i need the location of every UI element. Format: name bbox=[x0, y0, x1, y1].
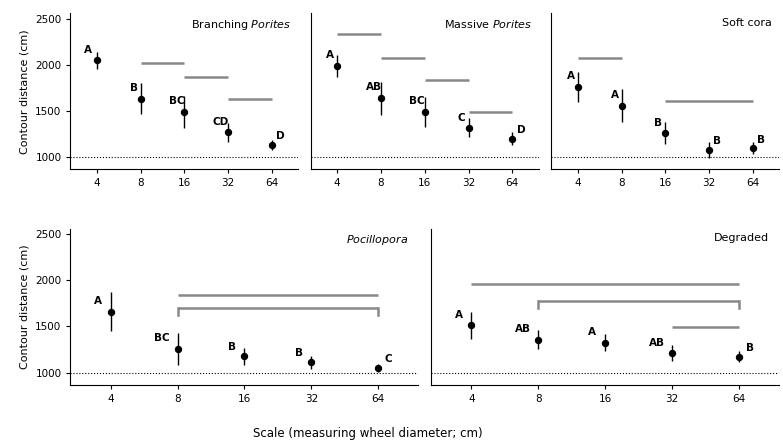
Text: AB: AB bbox=[515, 324, 531, 334]
Text: C: C bbox=[385, 354, 392, 364]
Text: BC: BC bbox=[410, 96, 425, 106]
Text: A: A bbox=[611, 90, 619, 99]
Y-axis label: Contour distance (cm): Contour distance (cm) bbox=[20, 29, 30, 153]
Text: Branching $\it{Porites}$: Branching $\it{Porites}$ bbox=[191, 18, 291, 32]
Text: D: D bbox=[276, 131, 285, 141]
Text: Scale (measuring wheel diameter; cm): Scale (measuring wheel diameter; cm) bbox=[253, 427, 483, 440]
Text: A: A bbox=[567, 71, 575, 81]
Text: Massive $\it{Porites}$: Massive $\it{Porites}$ bbox=[444, 18, 532, 30]
Text: Degraded: Degraded bbox=[713, 233, 769, 243]
Text: CD: CD bbox=[213, 117, 229, 127]
Text: B: B bbox=[713, 136, 720, 146]
Text: A: A bbox=[455, 310, 463, 320]
Text: B: B bbox=[655, 118, 662, 128]
Text: A: A bbox=[589, 327, 597, 337]
Text: C: C bbox=[457, 113, 465, 122]
Text: $\it{Pocillopora}$: $\it{Pocillopora}$ bbox=[345, 233, 408, 247]
Text: BC: BC bbox=[154, 333, 170, 343]
Text: Soft cora: Soft cora bbox=[723, 18, 772, 28]
Text: A: A bbox=[94, 296, 102, 305]
Text: AB: AB bbox=[648, 338, 665, 348]
Text: B: B bbox=[294, 348, 302, 358]
Text: B: B bbox=[745, 343, 753, 353]
Text: AB: AB bbox=[366, 82, 381, 92]
Y-axis label: Contour distance (cm): Contour distance (cm) bbox=[20, 244, 30, 369]
Text: D: D bbox=[517, 125, 525, 135]
Text: A: A bbox=[84, 45, 92, 55]
Text: B: B bbox=[129, 83, 138, 93]
Text: B: B bbox=[757, 135, 765, 145]
Text: B: B bbox=[228, 342, 236, 352]
Text: A: A bbox=[327, 50, 334, 60]
Text: BC: BC bbox=[169, 96, 185, 107]
